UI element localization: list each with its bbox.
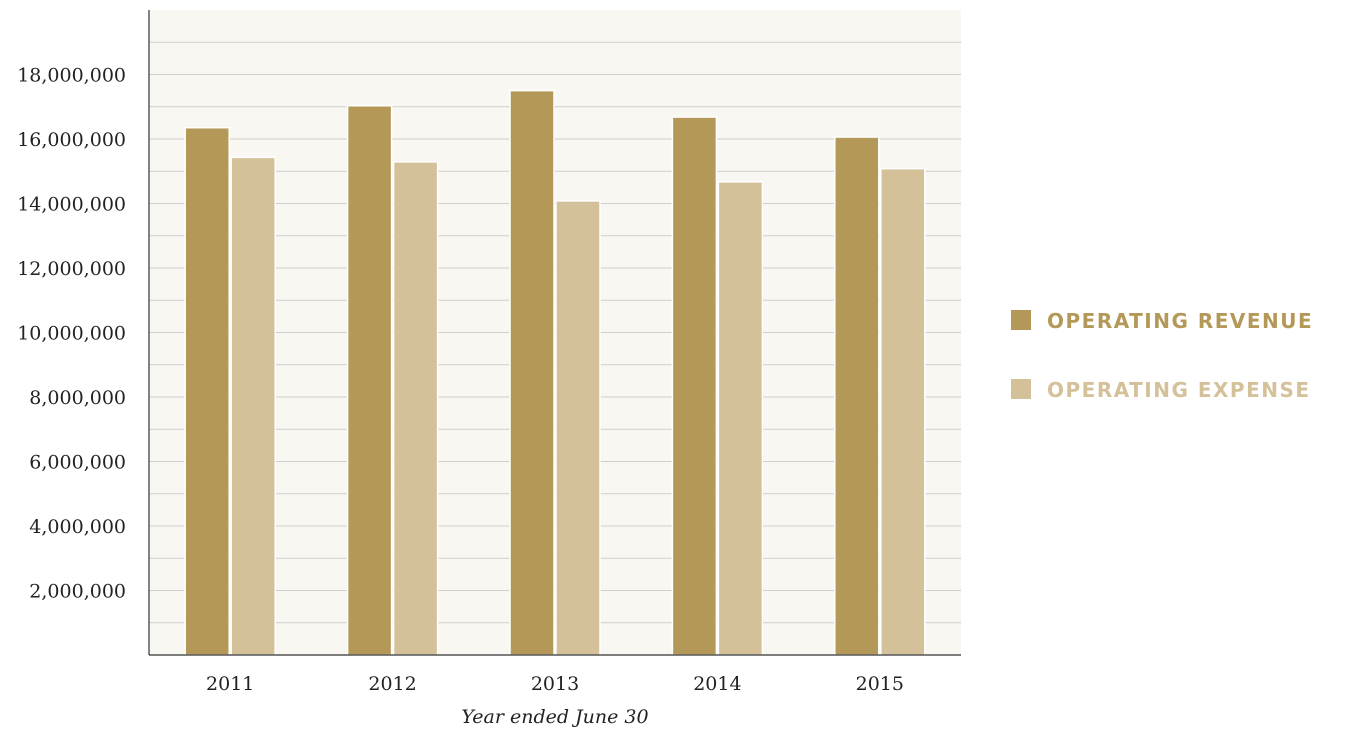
- y-tick-label: 16,000,000: [17, 129, 126, 151]
- bar-2015-expense: [880, 167, 926, 656]
- y-tick-label: 2,000,000: [29, 581, 126, 603]
- legend: OPERATING REVENUE OPERATING EXPENSE: [1011, 309, 1313, 402]
- legend-swatch: [1011, 379, 1031, 399]
- x-tick-label: 2011: [206, 673, 254, 695]
- x-tick-label: 2013: [531, 673, 579, 695]
- bar-2015-revenue: [834, 136, 880, 656]
- y-tick-label: 10,000,000: [17, 323, 126, 345]
- x-axis-title: Year ended June 30: [461, 706, 648, 728]
- legend-swatch: [1011, 310, 1031, 330]
- y-tick-label: 18,000,000: [17, 65, 126, 87]
- x-tick-label: 2012: [368, 673, 416, 695]
- y-tick-labels: 2,000,000 4,000,000 6,000,000 8,000,000 10,0…: [17, 65, 126, 603]
- bar-2011-revenue: [184, 126, 230, 656]
- bar-2012-revenue: [346, 105, 393, 656]
- y-tick-label: 12,000,000: [17, 258, 126, 280]
- bar-2013-expense: [555, 200, 601, 656]
- y-tick-label: 6,000,000: [29, 452, 126, 474]
- bar-2012-expense: [392, 161, 439, 656]
- y-tick-label: 14,000,000: [17, 194, 126, 216]
- bar-2014-revenue: [671, 116, 718, 656]
- x-tick-label: 2014: [693, 673, 741, 695]
- bars: [184, 89, 926, 656]
- bar-2014-expense: [717, 181, 764, 656]
- y-tick-label: 4,000,000: [29, 516, 126, 538]
- grid-lines: [149, 41, 961, 624]
- legend-label: OPERATING REVENUE: [1047, 309, 1313, 333]
- y-tick-label: 8,000,000: [29, 387, 126, 409]
- x-tick-label: 2015: [856, 673, 904, 695]
- x-tick-labels: 2011 2012 2013 2014 2015: [206, 673, 904, 695]
- legend-label: OPERATING EXPENSE: [1047, 378, 1311, 402]
- bar-2013-revenue: [509, 89, 555, 656]
- bar-2011-expense: [230, 156, 276, 656]
